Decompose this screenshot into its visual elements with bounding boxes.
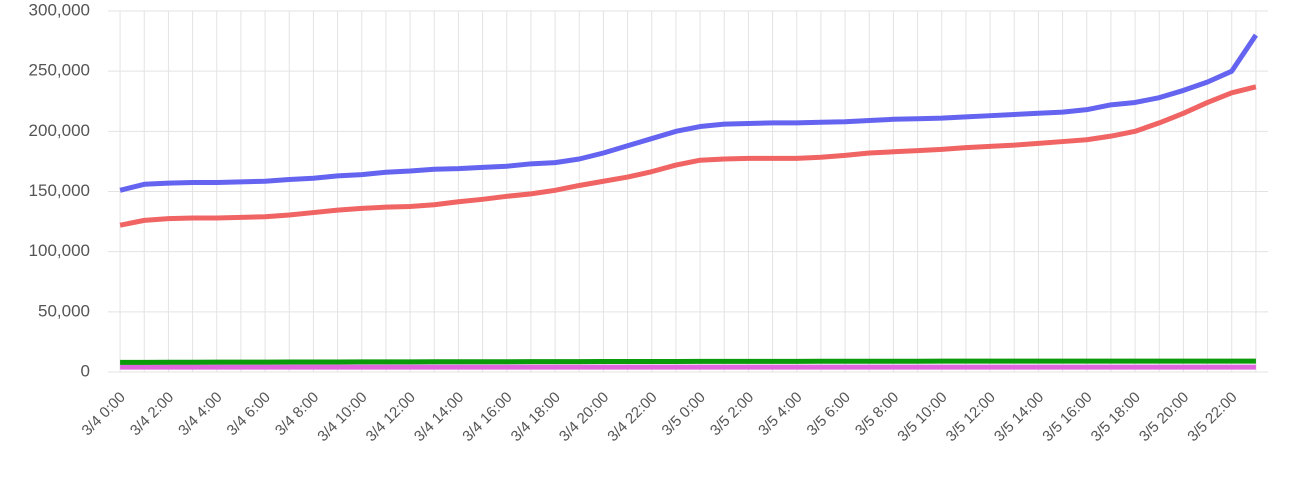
x-tick-label: 3/4 6:00 [224, 389, 274, 439]
x-tick-label: 3/4 22:00 [604, 389, 660, 445]
x-tick-label: 3/5 2:00 [707, 389, 757, 439]
y-tick-label: 50,000 [38, 301, 90, 320]
x-tick-label: 3/5 0:00 [659, 389, 709, 439]
x-tick-label: 3/5 16:00 [1039, 389, 1095, 445]
x-tick-label: 3/5 4:00 [755, 389, 805, 439]
x-tick-label: 3/4 10:00 [314, 389, 370, 445]
x-tick-label: 3/4 20:00 [556, 389, 612, 445]
x-tick-label: 3/5 20:00 [1136, 389, 1192, 445]
x-tick-label: 3/4 14:00 [411, 389, 467, 445]
y-tick-label: 0 [81, 361, 90, 380]
x-tick-label: 3/4 0:00 [79, 389, 129, 439]
y-tick-label: 200,000 [29, 121, 90, 140]
x-tick-label: 3/4 18:00 [508, 389, 564, 445]
series-line [120, 358, 1256, 365]
y-tick-label: 250,000 [29, 61, 90, 80]
x-tick-label: 3/4 2:00 [127, 389, 177, 439]
x-tick-label: 3/5 22:00 [1184, 389, 1240, 445]
x-tick-label: 3/4 16:00 [459, 389, 515, 445]
x-tick-label: 3/5 6:00 [804, 389, 854, 439]
x-tick-label: 3/5 14:00 [991, 389, 1047, 445]
x-tick-label: 3/5 10:00 [894, 389, 950, 445]
y-tick-label: 300,000 [29, 0, 90, 19]
series-line [119, 84, 1257, 228]
x-tick-label: 3/4 12:00 [363, 389, 419, 445]
x-tick-label: 3/4 4:00 [175, 389, 225, 439]
y-tick-label: 150,000 [29, 181, 90, 200]
x-tick-label: 3/5 12:00 [943, 389, 999, 445]
y-tick-label: 100,000 [29, 241, 90, 260]
x-tick-label: 3/5 18:00 [1088, 389, 1144, 445]
series-line [119, 33, 1258, 193]
